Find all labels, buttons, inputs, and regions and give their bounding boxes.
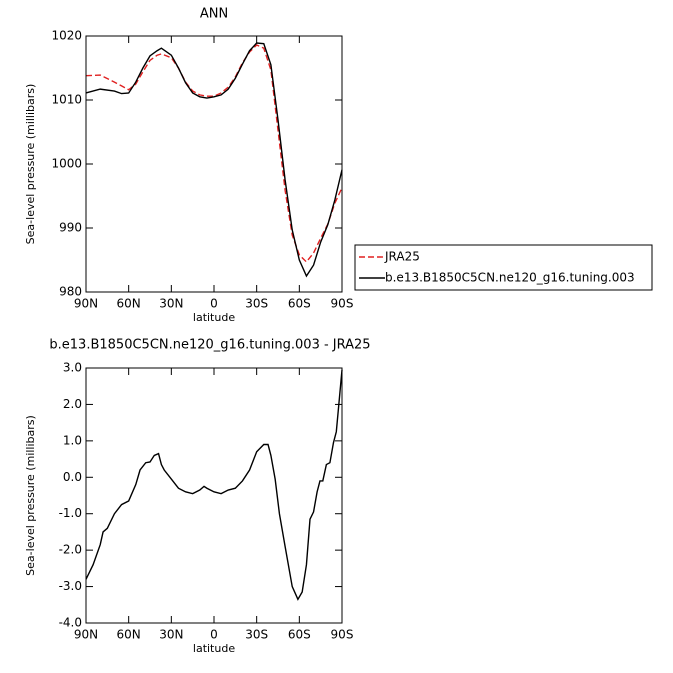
y-tick-label: 980 <box>59 285 82 299</box>
x-tick-label: 60S <box>288 628 311 642</box>
series-line <box>85 44 343 263</box>
chart: b.e13.B1850C5CN.ne120_g16.tuning.003 - J… <box>24 338 371 656</box>
series-line <box>85 42 343 278</box>
x-axis-label: latitude <box>193 311 235 324</box>
y-tick-label: -1.0 <box>59 506 82 520</box>
legend: JRA25 b.e13.B1850C5CN.ne120_g16.tuning.00… <box>354 244 653 291</box>
x-tick-label: 30S <box>245 297 268 311</box>
y-tick-label: 1000 <box>51 157 82 171</box>
x-tick-label: 0 <box>210 297 218 311</box>
plot-frame <box>85 35 343 293</box>
series-line <box>85 369 343 601</box>
x-tick-label: 90S <box>331 297 354 311</box>
x-axis-label: latitude <box>193 642 235 655</box>
x-tick-label: 60N <box>117 628 141 642</box>
x-tick-label: 90N <box>74 628 98 642</box>
y-tick-label: -3.0 <box>59 579 82 593</box>
chart-title: b.e13.B1850C5CN.ne120_g16.tuning.003 - J… <box>49 338 370 353</box>
legend-box <box>354 244 653 291</box>
x-tick-label: 60N <box>117 297 141 311</box>
legend-label: b.e13.B1850C5CN.ne120_g16.tuning.003 <box>385 271 635 285</box>
y-tick-label: 1.0 <box>63 433 82 447</box>
chart-title: ANN <box>200 7 228 22</box>
x-tick-label: 90N <box>74 297 98 311</box>
y-tick-label: 990 <box>59 221 82 235</box>
y-axis-label: Sea-level pressure (millibars) <box>24 84 37 245</box>
y-tick-label: 1020 <box>51 29 82 43</box>
x-tick-label: 0 <box>210 628 218 642</box>
y-tick-label: 0.0 <box>63 470 82 484</box>
y-tick-label: 2.0 <box>63 397 82 411</box>
x-tick-label: 30N <box>159 297 183 311</box>
x-tick-label: 90S <box>331 628 354 642</box>
x-tick-label: 60S <box>288 297 311 311</box>
y-tick-label: 3.0 <box>63 361 82 375</box>
x-tick-label: 30N <box>159 628 183 642</box>
y-tick-label: 1010 <box>51 93 82 107</box>
chart: ANN 980 990 1000 1010 1020 90N 60N 30N 0 30S 60S 90S… <box>24 7 653 324</box>
y-tick-label: -2.0 <box>59 543 82 557</box>
x-tick-label: 30S <box>245 628 268 642</box>
y-axis-label: Sea-level pressure (millibars) <box>24 415 37 576</box>
legend-label: JRA25 <box>384 250 420 264</box>
y-tick-label: -4.0 <box>59 616 82 630</box>
plot-frame <box>85 367 343 624</box>
